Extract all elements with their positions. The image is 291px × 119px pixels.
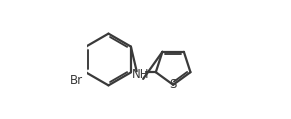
Text: Br: Br xyxy=(70,74,83,87)
Text: NH: NH xyxy=(132,68,149,81)
Text: S: S xyxy=(169,78,177,91)
